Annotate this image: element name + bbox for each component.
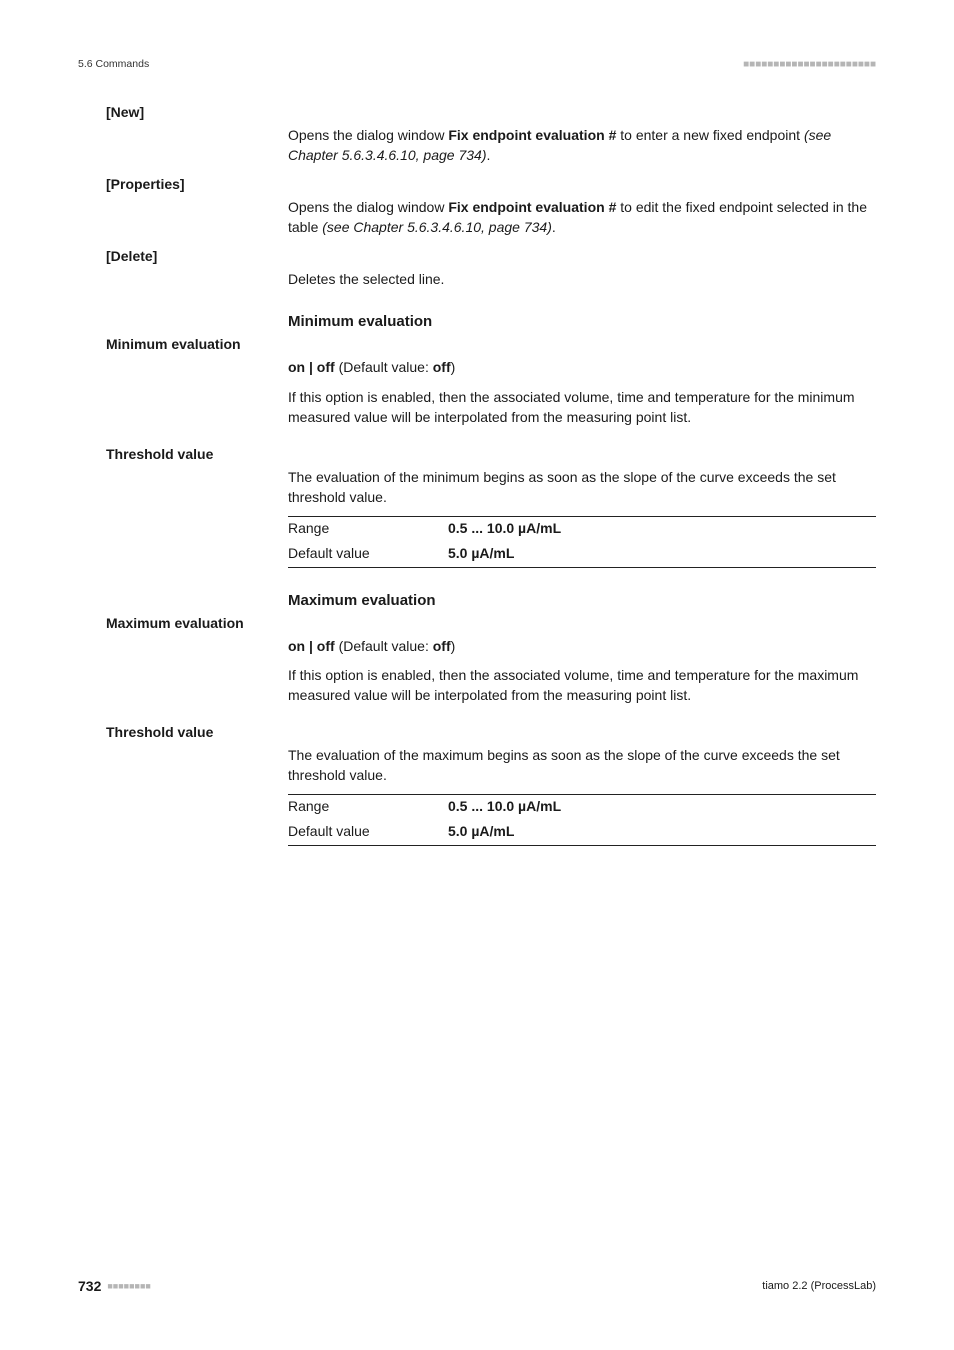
label-minimum-evaluation: Minimum evaluation bbox=[106, 336, 288, 352]
min-threshold-desc-row: The evaluation of the minimum begins as … bbox=[106, 468, 876, 508]
label-min-threshold: Threshold value bbox=[106, 446, 288, 462]
footer-page-number: 732 bbox=[78, 1278, 101, 1294]
table-row: Default value 5.0 µA/mL bbox=[288, 820, 876, 845]
entry-min-threshold: Threshold value bbox=[106, 446, 876, 462]
max-desc: If this option is enabled, then the asso… bbox=[288, 666, 876, 706]
max-default-key: Default value bbox=[288, 822, 448, 842]
max-threshold-desc-row: The evaluation of the maximum begins as … bbox=[106, 746, 876, 786]
max-onoff-bold: off bbox=[433, 638, 451, 654]
entry-minimum-evaluation: Minimum evaluation bbox=[106, 336, 876, 352]
table-row: Range 0.5 ... 10.0 µA/mL bbox=[288, 517, 876, 542]
min-onoff-pre: on | off bbox=[288, 359, 335, 375]
max-onoff-pre: on | off bbox=[288, 638, 335, 654]
min-onoff-end: ) bbox=[451, 359, 456, 375]
desc-props-pre: Opens the dialog window bbox=[288, 199, 448, 215]
max-onoff-mid: (Default value: bbox=[335, 638, 433, 654]
max-threshold-table: Range 0.5 ... 10.0 µA/mL Default value 5… bbox=[288, 794, 876, 846]
footer-product: tiamo 2.2 (ProcessLab) bbox=[762, 1280, 876, 1292]
min-threshold-table: Range 0.5 ... 10.0 µA/mL Default value 5… bbox=[288, 516, 876, 568]
desc-props-italic: (see Chapter 5.6.3.4.6.10, page 734) bbox=[322, 219, 552, 235]
desc-new: Opens the dialog window Fix endpoint eva… bbox=[288, 126, 876, 166]
header-dashes: ■■■■■■■■■■■■■■■■■■■■■■ bbox=[743, 59, 876, 70]
desc-delete: Deletes the selected line. bbox=[288, 270, 876, 290]
min-onoff-row: on | off (Default value: off) bbox=[106, 358, 876, 378]
max-threshold-desc: The evaluation of the maximum begins as … bbox=[288, 746, 876, 786]
desc-new-mid: to enter a new fixed endpoint bbox=[616, 127, 804, 143]
max-range-key: Range bbox=[288, 797, 448, 817]
header-section: 5.6 Commands bbox=[78, 58, 149, 70]
min-default-val: 5.0 µA/mL bbox=[448, 544, 514, 564]
desc-properties-row: Opens the dialog window Fix endpoint eva… bbox=[106, 198, 876, 238]
entry-maximum-evaluation: Maximum evaluation bbox=[106, 615, 876, 631]
max-range-val: 0.5 ... 10.0 µA/mL bbox=[448, 797, 561, 817]
max-default-val: 5.0 µA/mL bbox=[448, 822, 514, 842]
table-row: Default value 5.0 µA/mL bbox=[288, 542, 876, 567]
footer-left: 732 ■■■■■■■■ bbox=[78, 1278, 151, 1294]
min-threshold-table-row: Range 0.5 ... 10.0 µA/mL Default value 5… bbox=[106, 508, 876, 568]
desc-new-row: Opens the dialog window Fix endpoint eva… bbox=[106, 126, 876, 166]
desc-properties: Opens the dialog window Fix endpoint eva… bbox=[288, 198, 876, 238]
desc-delete-row: Deletes the selected line. bbox=[106, 270, 876, 290]
min-onoff: on | off (Default value: off) bbox=[288, 358, 876, 378]
label-maximum-evaluation: Maximum evaluation bbox=[106, 615, 288, 631]
entry-delete: [Delete] bbox=[106, 248, 876, 264]
entry-new: [New] bbox=[106, 104, 876, 120]
label-new: [New] bbox=[106, 104, 288, 120]
max-desc-row: If this option is enabled, then the asso… bbox=[106, 666, 876, 706]
label-properties: [Properties] bbox=[106, 176, 288, 192]
entry-max-threshold: Threshold value bbox=[106, 724, 876, 740]
min-desc: If this option is enabled, then the asso… bbox=[288, 388, 876, 428]
desc-props-end: . bbox=[552, 219, 556, 235]
desc-new-end: . bbox=[486, 147, 490, 163]
max-onoff-row: on | off (Default value: off) bbox=[106, 637, 876, 657]
min-onoff-bold: off bbox=[433, 359, 451, 375]
min-default-key: Default value bbox=[288, 544, 448, 564]
page-content: [New] Opens the dialog window Fix endpoi… bbox=[78, 104, 876, 846]
min-range-key: Range bbox=[288, 519, 448, 539]
heading-minimum-evaluation: Minimum evaluation bbox=[288, 313, 876, 330]
desc-new-pre: Opens the dialog window bbox=[288, 127, 448, 143]
heading-maximum-evaluation: Maximum evaluation bbox=[288, 592, 876, 609]
min-threshold-desc: The evaluation of the minimum begins as … bbox=[288, 468, 876, 508]
footer-dashes: ■■■■■■■■ bbox=[107, 1281, 151, 1291]
max-onoff: on | off (Default value: off) bbox=[288, 637, 876, 657]
min-desc-row: If this option is enabled, then the asso… bbox=[106, 388, 876, 428]
max-onoff-end: ) bbox=[451, 638, 456, 654]
max-threshold-table-row: Range 0.5 ... 10.0 µA/mL Default value 5… bbox=[106, 786, 876, 846]
label-delete: [Delete] bbox=[106, 248, 288, 264]
label-max-threshold: Threshold value bbox=[106, 724, 288, 740]
page-header: 5.6 Commands ■■■■■■■■■■■■■■■■■■■■■■ bbox=[78, 58, 876, 70]
page-footer: 732 ■■■■■■■■ tiamo 2.2 (ProcessLab) bbox=[78, 1278, 876, 1294]
entry-properties: [Properties] bbox=[106, 176, 876, 192]
table-row: Range 0.5 ... 10.0 µA/mL bbox=[288, 795, 876, 820]
desc-props-bold: Fix endpoint evaluation # bbox=[448, 199, 616, 215]
min-range-val: 0.5 ... 10.0 µA/mL bbox=[448, 519, 561, 539]
min-onoff-mid: (Default value: bbox=[335, 359, 433, 375]
desc-new-bold: Fix endpoint evaluation # bbox=[448, 127, 616, 143]
